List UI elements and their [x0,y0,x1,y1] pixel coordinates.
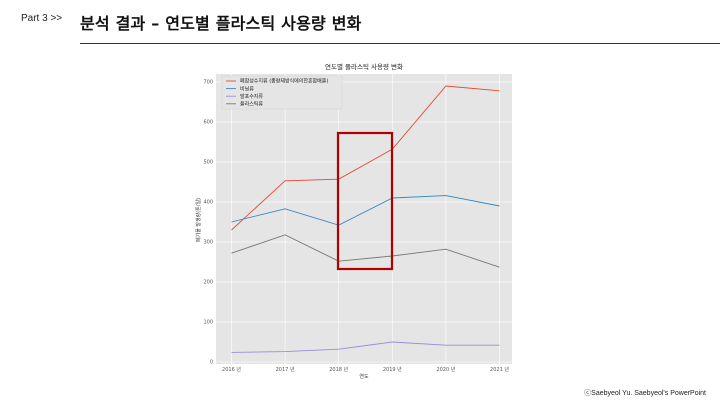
legend-entry: 발포수지류 [240,93,263,100]
legend-entry: 플라스틱류 [240,101,263,108]
series-line [231,234,500,268]
copyright-credit: ⓒSaebyeol Yu. Saebyeol's PowerPoint [584,390,706,397]
x-tick-label: 2020 년 [436,366,455,373]
title-divider [80,43,720,44]
y-tick-label: 0 [210,360,213,366]
axis-ticks: 0 100 200 300 400 500 600 700 2016 년 2017 년 2018 년… [203,80,509,373]
y-tick-label: 500 [203,160,213,166]
x-tick-label: 2017 년 [276,366,295,373]
chart-title: 연도별 플라스틱 사용량 변화 [325,62,403,71]
x-tick-label: 2021 년 [490,366,509,373]
plot-area [216,74,512,364]
series-lines [231,85,500,353]
legend-box [221,75,343,110]
part-indicator: Part 3 >> [21,13,63,24]
y-tick-label: 100 [203,320,213,326]
series-line [231,195,500,226]
page-title: 분석 결과 – 연도별 플라스틱 사용량 변화 [80,14,362,33]
highlight-box [336,131,394,271]
y-tick-label: 700 [203,80,213,86]
series-line [231,341,500,353]
y-tick-label: 600 [203,120,213,126]
y-tick-label: 400 [203,200,213,206]
legend-entry: 비닐류 [240,85,254,92]
y-tick-label: 300 [203,240,213,246]
x-tick-label: 2018 년 [329,366,348,373]
y-axis-label: 폐기물 발생량(톤/일) [195,198,202,242]
legend-entry: 폐합성수지류 (종량제방식에의한혼합배출) [240,78,328,85]
y-tick-label: 200 [203,280,213,286]
x-axis-label: 연도 [359,373,369,380]
x-tick-label: 2016 년 [222,366,241,373]
series-line [231,85,500,231]
x-tick-label: 2019 년 [383,366,402,373]
